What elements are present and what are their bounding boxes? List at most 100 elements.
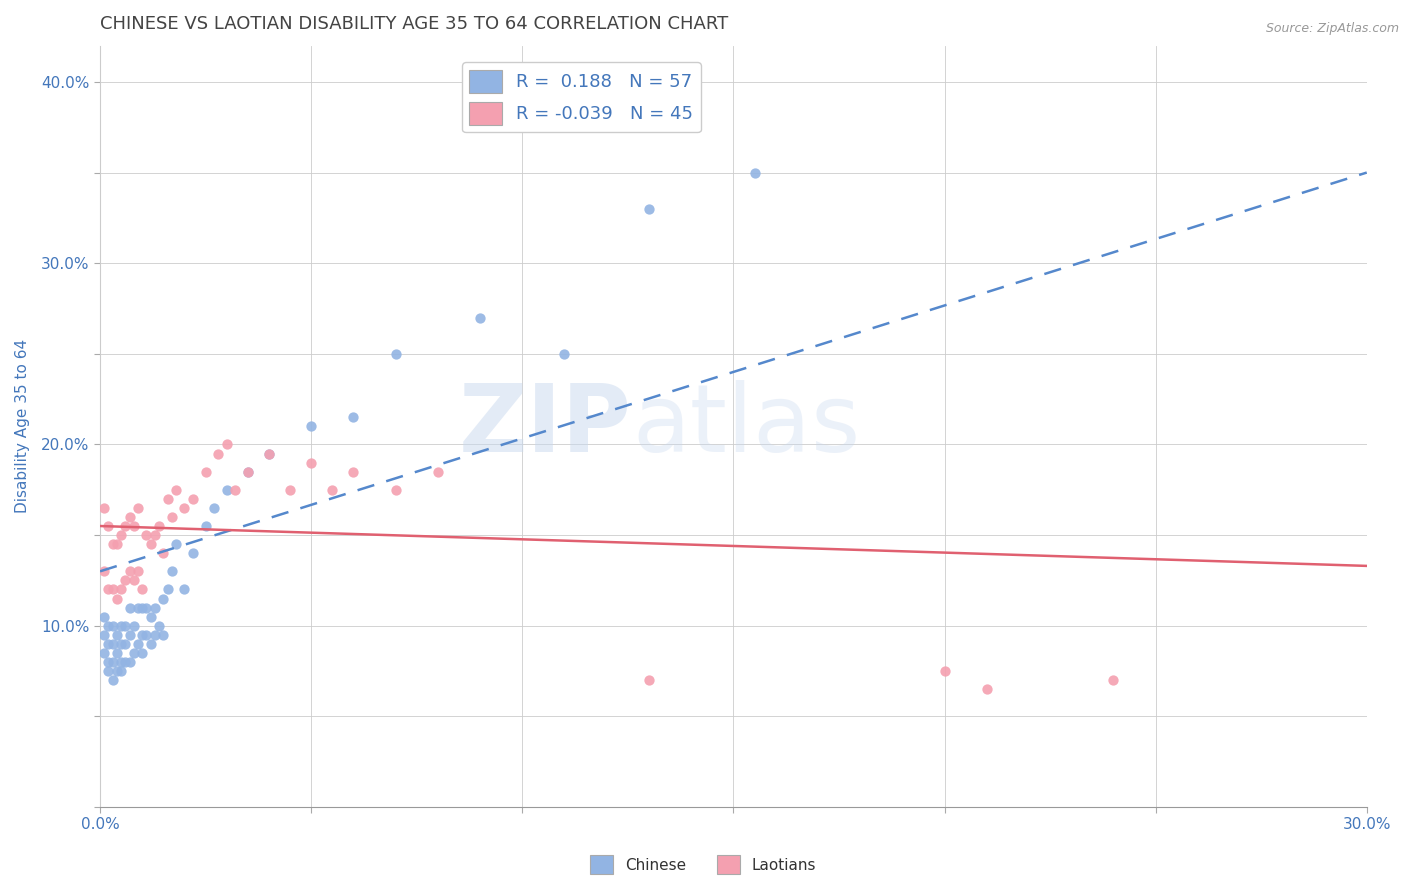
Y-axis label: Disability Age 35 to 64: Disability Age 35 to 64	[15, 339, 30, 514]
Text: ZIP: ZIP	[460, 380, 633, 473]
Point	[299, 456, 322, 470]
Point	[118, 655, 141, 669]
Point	[165, 483, 187, 497]
Point	[139, 609, 162, 624]
Point	[173, 582, 195, 597]
Point	[118, 510, 141, 524]
Point	[131, 600, 153, 615]
Point	[101, 582, 124, 597]
Point	[160, 510, 183, 524]
Text: atlas: atlas	[633, 380, 860, 473]
Point	[97, 519, 120, 533]
Point	[224, 483, 246, 497]
Point	[101, 618, 124, 632]
Point	[207, 446, 229, 460]
Point	[135, 600, 157, 615]
Point	[934, 664, 956, 678]
Point	[638, 202, 661, 216]
Point	[110, 664, 132, 678]
Point	[114, 574, 136, 588]
Point	[110, 582, 132, 597]
Point	[93, 500, 115, 515]
Text: CHINESE VS LAOTIAN DISABILITY AGE 35 TO 64 CORRELATION CHART: CHINESE VS LAOTIAN DISABILITY AGE 35 TO …	[100, 15, 728, 33]
Point	[118, 600, 141, 615]
Point	[105, 537, 128, 551]
Point	[152, 546, 174, 560]
Point	[105, 591, 128, 606]
Point	[426, 465, 449, 479]
Point	[257, 446, 280, 460]
Point	[1102, 673, 1125, 687]
Point	[118, 565, 141, 579]
Point	[97, 655, 120, 669]
Point	[156, 582, 179, 597]
Point	[110, 528, 132, 542]
Point	[105, 646, 128, 660]
Point	[127, 500, 149, 515]
Point	[321, 483, 343, 497]
Point	[236, 465, 259, 479]
Point	[131, 646, 153, 660]
Point	[342, 465, 364, 479]
Point	[194, 465, 217, 479]
Point	[93, 565, 115, 579]
Legend: R =  0.188   N = 57, R = -0.039   N = 45: R = 0.188 N = 57, R = -0.039 N = 45	[463, 62, 700, 132]
Point	[114, 637, 136, 651]
Point	[139, 537, 162, 551]
Point	[97, 582, 120, 597]
Point	[160, 565, 183, 579]
Point	[139, 637, 162, 651]
Point	[143, 528, 166, 542]
Point	[148, 519, 170, 533]
Point	[135, 628, 157, 642]
Point	[202, 500, 225, 515]
Point	[181, 546, 204, 560]
Point	[97, 618, 120, 632]
Point	[744, 165, 766, 179]
Point	[173, 500, 195, 515]
Point	[110, 655, 132, 669]
Point	[122, 618, 145, 632]
Point	[152, 628, 174, 642]
Text: Source: ZipAtlas.com: Source: ZipAtlas.com	[1265, 22, 1399, 36]
Point	[101, 655, 124, 669]
Point	[101, 637, 124, 651]
Point	[236, 465, 259, 479]
Point	[122, 574, 145, 588]
Point	[143, 600, 166, 615]
Point	[118, 628, 141, 642]
Point	[156, 491, 179, 506]
Point	[127, 600, 149, 615]
Point	[342, 410, 364, 425]
Point	[114, 655, 136, 669]
Legend: Chinese, Laotians: Chinese, Laotians	[583, 849, 823, 880]
Point	[299, 419, 322, 434]
Point	[105, 628, 128, 642]
Point	[97, 664, 120, 678]
Point	[165, 537, 187, 551]
Point	[122, 646, 145, 660]
Point	[110, 637, 132, 651]
Point	[181, 491, 204, 506]
Point	[105, 664, 128, 678]
Point	[384, 347, 406, 361]
Point	[101, 537, 124, 551]
Point	[976, 682, 998, 697]
Point	[468, 310, 491, 325]
Point	[114, 618, 136, 632]
Point	[131, 582, 153, 597]
Point	[93, 646, 115, 660]
Point	[93, 609, 115, 624]
Point	[97, 637, 120, 651]
Point	[148, 618, 170, 632]
Point	[127, 565, 149, 579]
Point	[194, 519, 217, 533]
Point	[152, 591, 174, 606]
Point	[143, 628, 166, 642]
Point	[215, 483, 238, 497]
Point	[215, 437, 238, 451]
Point	[135, 528, 157, 542]
Point	[122, 519, 145, 533]
Point	[553, 347, 575, 361]
Point	[638, 673, 661, 687]
